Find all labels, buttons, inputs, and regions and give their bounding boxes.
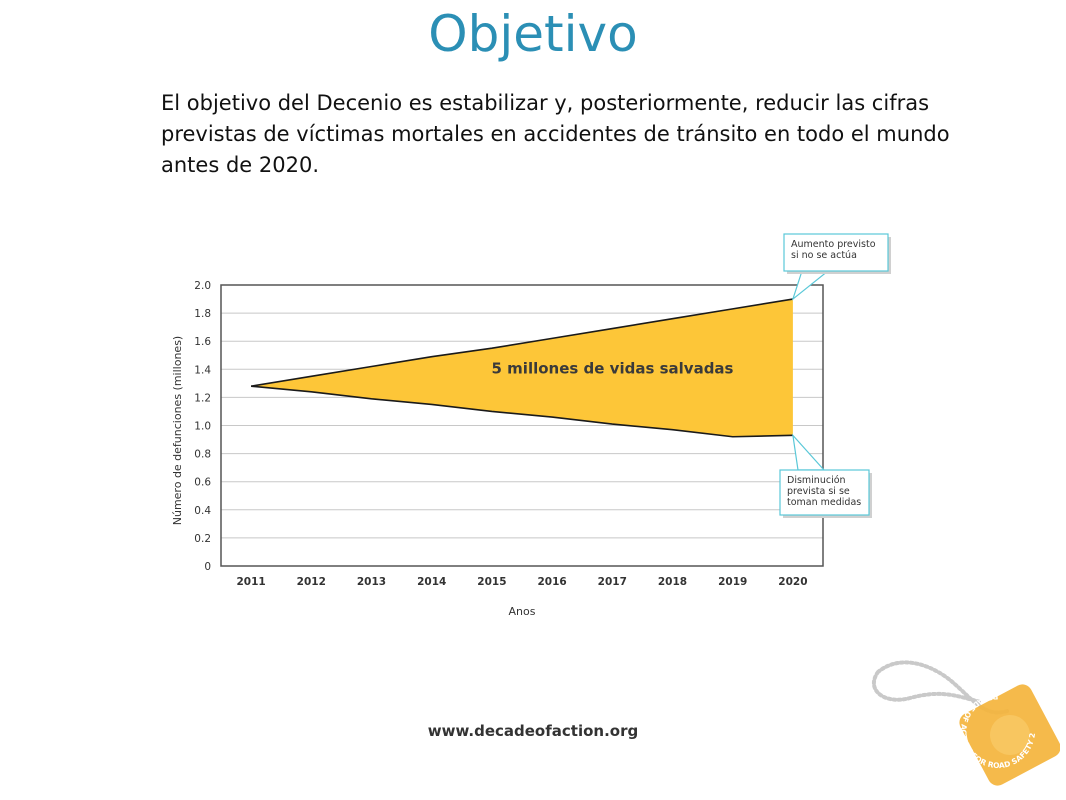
y-tick-label: 1.2 bbox=[194, 392, 211, 404]
callout-box bbox=[779, 469, 870, 516]
callout-text: si no se actúa bbox=[791, 250, 857, 261]
x-tick-label: 2011 bbox=[236, 576, 265, 588]
x-tick-label: 2016 bbox=[537, 576, 566, 588]
series-line-decrease bbox=[251, 385, 793, 438]
y-tick-label: 1.6 bbox=[194, 336, 211, 348]
x-axis-label: Anos bbox=[509, 605, 536, 618]
x-tick-label: 2014 bbox=[417, 576, 446, 588]
x-axis-ticks: 2011 2012 2013 2014 2015 2016 2017 2018 2019 2020 bbox=[236, 576, 807, 588]
area-label: 5 millones de vidas salvadas bbox=[492, 360, 734, 378]
y-tick-label: 1.8 bbox=[194, 308, 211, 320]
slide-body-text: El objetivo del Decenio es estabilizar y… bbox=[161, 91, 950, 177]
x-tick-label: 2018 bbox=[658, 576, 687, 588]
plot-frame bbox=[220, 284, 824, 567]
callout-text: prevista si se bbox=[787, 486, 850, 497]
lives-saved-area bbox=[251, 299, 793, 437]
y-tick-label: 1.0 bbox=[194, 421, 211, 433]
y-tick-label: 0 bbox=[204, 561, 211, 573]
y-axis-ticks: 0 0.2 0.4 0.6 0.8 1.0 1.2 1.4 1.6 1.8 2.0 bbox=[194, 280, 211, 573]
y-tick-label: 2.0 bbox=[194, 280, 211, 292]
callout-text: toman medidas bbox=[787, 497, 861, 508]
callout-text: Aumento previsto bbox=[791, 239, 876, 250]
y-tick-label: 0.8 bbox=[194, 449, 211, 461]
x-tick-label: 2013 bbox=[357, 576, 386, 588]
x-tick-label: 2019 bbox=[718, 576, 747, 588]
callout-box bbox=[783, 233, 889, 272]
x-tick-label: 2012 bbox=[297, 576, 326, 588]
series-line-increase bbox=[250, 298, 794, 387]
callout-pointer bbox=[792, 433, 826, 471]
decade-of-action-logo: DECADE OF ACTION FOR ROAD SAFETY 2011-20… bbox=[860, 650, 1060, 786]
y-tick-label: 0.6 bbox=[194, 477, 211, 489]
x-tick-label: 2020 bbox=[778, 576, 807, 588]
footer-url: www.decadeofaction.org bbox=[427, 722, 639, 740]
x-tick-label: 2017 bbox=[598, 576, 627, 588]
y-tick-label: 0.4 bbox=[194, 505, 211, 517]
y-tick-label: 1.4 bbox=[194, 364, 211, 376]
y-axis-label: Número de defunciones (millones) bbox=[171, 336, 184, 525]
slide-title: Objetivo bbox=[428, 5, 638, 63]
x-tick-label: 2015 bbox=[477, 576, 506, 588]
callout-text: Disminución bbox=[787, 475, 846, 486]
deaths-projection-chart: 0 0.2 0.4 0.6 0.8 1.0 1.2 1.4 1.6 1.8 2.0 2011 2012… bbox=[171, 233, 891, 618]
y-tick-label: 0.2 bbox=[194, 533, 211, 545]
